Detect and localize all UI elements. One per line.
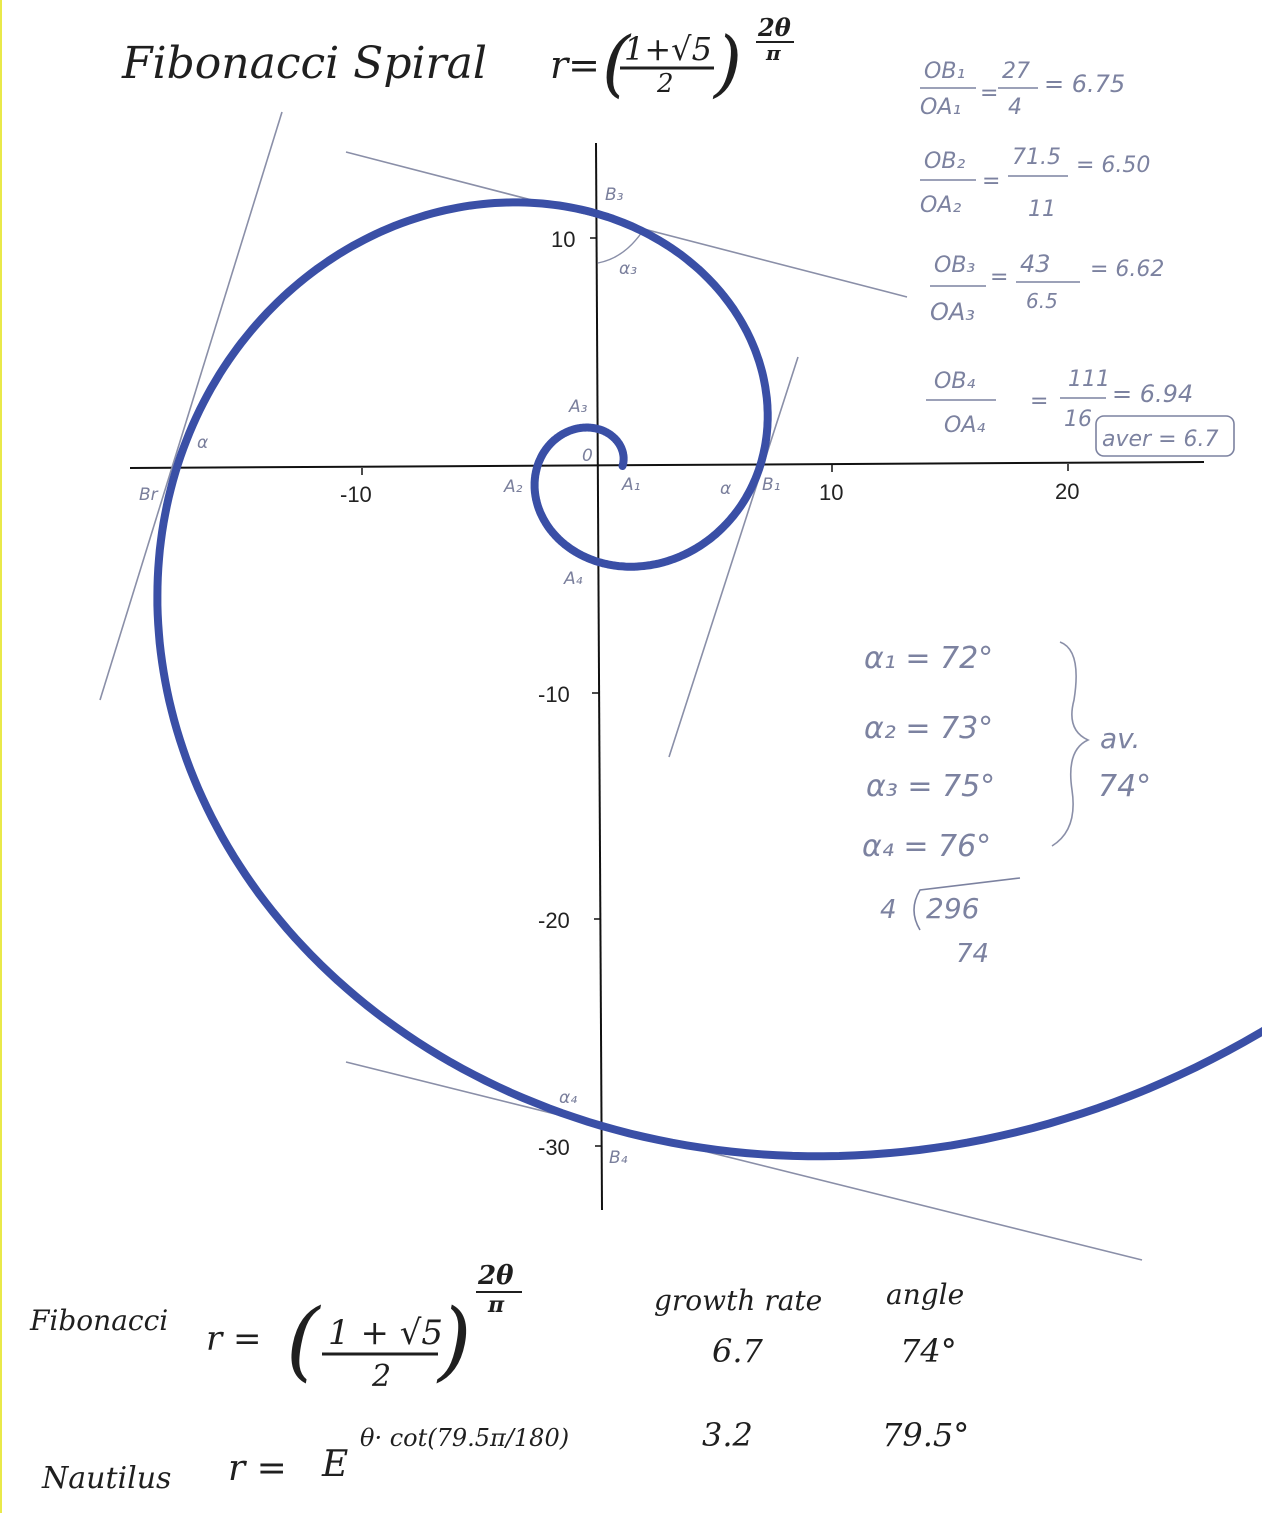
- ratio-4-rhs-den: 16: [1064, 407, 1092, 432]
- tangent-line-b1: [668, 356, 799, 758]
- ratio-average-box: [1095, 415, 1235, 457]
- title-base-den: 2: [656, 69, 674, 99]
- label-alpha1: α: [720, 479, 731, 499]
- ratio-3-rhs-den: 6.5: [1026, 289, 1058, 313]
- angle-average-value: 74°: [1098, 769, 1151, 804]
- tangent-line-b2: [99, 111, 283, 701]
- label-b4: B₄: [609, 1148, 628, 1168]
- division-divisor: 4: [880, 895, 897, 925]
- label-b1: B₁: [762, 475, 780, 495]
- x-axis: [129, 461, 1205, 469]
- nautilus-name: Nautilus: [41, 1461, 171, 1496]
- fibonacci-spiral-curve: [153, 198, 1262, 1161]
- ratio-3-lhs-den: OA₃: [930, 298, 975, 326]
- division-quotient: 74: [956, 939, 989, 969]
- ratio-1-lhs-den: OA₁: [920, 95, 961, 120]
- nautilus-growth: 3.2: [702, 1416, 753, 1454]
- ratio-3-rhs-num: 43: [1020, 250, 1051, 278]
- ratio-3: OB₃ OA₃ = 43 6.5 = 6.62: [930, 250, 1164, 326]
- y-tick-minus30: -30: [538, 1135, 570, 1160]
- label-origin: 0: [582, 446, 593, 466]
- angle-arc-alpha3: [597, 231, 643, 264]
- y-tick-10: 10: [551, 227, 575, 252]
- ratio-2-lhs-den: OA₂: [920, 193, 961, 218]
- ratio-2-rhs-den: 11: [1028, 197, 1056, 222]
- ratio-4-lhs-num: OB₄: [934, 369, 975, 394]
- angle-average-label: av.: [1100, 722, 1140, 755]
- label-b3: B₃: [605, 185, 624, 205]
- fibonacci-name: Fibonacci: [29, 1304, 168, 1337]
- fibonacci-base-num: 1 + √5: [328, 1313, 443, 1353]
- division-dividend: 296: [926, 892, 979, 925]
- ratio-4-result: = 6.94: [1112, 380, 1193, 408]
- angle-1: α₁ = 72°: [864, 641, 993, 676]
- ratio-4: OB₄ OA₄ = 111 16 = 6.94: [926, 367, 1193, 438]
- label-a4: A₄: [563, 569, 583, 589]
- y-axis: [595, 142, 603, 1211]
- angle-4: α₄ = 76°: [862, 829, 991, 864]
- ratio-1-lhs-num: OB₁: [924, 59, 965, 84]
- x-tick-minus10: -10: [340, 482, 372, 507]
- angle-2: α₂ = 73°: [864, 711, 993, 746]
- ratio-3-result: = 6.62: [1090, 257, 1164, 282]
- fibonacci-growth: 6.7: [712, 1332, 764, 1370]
- label-b2: Br: [139, 485, 159, 505]
- fibonacci-exp-den: π: [487, 1292, 505, 1318]
- equals-sign: =: [990, 265, 1008, 290]
- x-tick-10: 10: [819, 480, 843, 505]
- title-name: Fibonacci Spiral: [121, 38, 487, 89]
- title-paren-left: (: [602, 21, 632, 105]
- ratio-1: OB₁ OA₁ = 27 4 = 6.75: [920, 59, 1125, 120]
- ratio-3-lhs-num: OB₃: [934, 253, 975, 278]
- angle-list: α₁ = 72° α₂ = 73° α₃ = 75° α₄ = 76° av. …: [862, 641, 1151, 969]
- tangent-line-b4: [345, 1061, 1143, 1261]
- ratio-2-lhs-num: OB₂: [924, 149, 965, 174]
- y-tick-minus10: -10: [538, 682, 570, 707]
- nautilus-lhs: r =: [228, 1448, 287, 1489]
- equals-sign: =: [980, 81, 998, 106]
- angle-3: α₃ = 75°: [866, 769, 995, 804]
- nautilus-angle: 79.5°: [882, 1416, 969, 1454]
- col-growth-header: growth rate: [654, 1284, 822, 1317]
- ratio-1-rhs-den: 4: [1008, 95, 1022, 120]
- ratio-2-result: = 6.50: [1076, 153, 1150, 178]
- title-paren-right: ): [712, 21, 742, 105]
- comparison-table: growth rate angle Fibonacci r = ( 1 + √5…: [29, 1261, 969, 1496]
- fibonacci-base-den: 2: [371, 1359, 391, 1394]
- equals-sign: =: [1030, 389, 1048, 414]
- ratio-4-lhs-den: OA₄: [944, 413, 985, 438]
- ratio-list: OB₁ OA₁ = 27 4 = 6.75 OB₂ OA₂ = 71.5 11 …: [920, 59, 1235, 457]
- label-a2: A₂: [503, 477, 523, 497]
- nautilus-base: E: [321, 1444, 348, 1485]
- fibonacci-paren-left: (: [286, 1291, 322, 1391]
- angle-brace: [1051, 641, 1090, 847]
- title-base-num: 1+√5: [624, 30, 712, 68]
- label-alpha3: α₃: [619, 259, 637, 279]
- ratio-1-result: = 6.75: [1044, 70, 1125, 98]
- nautilus-exponent: θ· cot(79.5π/180): [360, 1424, 569, 1452]
- fibonacci-angle: 74°: [900, 1332, 957, 1370]
- title-exp-num: 2θ: [757, 13, 791, 42]
- fibonacci-paren-right: ): [436, 1291, 472, 1391]
- title-exp-den: π: [765, 41, 781, 65]
- fibonacci-lhs: r =: [206, 1319, 262, 1359]
- ratio-average: aver = 6.7: [1102, 427, 1219, 452]
- ratio-2-rhs-num: 71.5: [1012, 145, 1061, 170]
- equals-sign: =: [982, 169, 1000, 194]
- ratio-2: OB₂ OA₂ = 71.5 11 = 6.50: [920, 145, 1150, 222]
- ratio-1-rhs-num: 27: [1002, 59, 1030, 84]
- col-angle-header: angle: [886, 1278, 964, 1311]
- title-lhs: r=: [550, 43, 600, 87]
- fibonacci-exp-num: 2θ: [477, 1261, 514, 1291]
- x-tick-20: 20: [1055, 479, 1079, 504]
- division-bracket: [913, 877, 1021, 931]
- y-tick-minus20: -20: [538, 908, 570, 933]
- ratio-4-rhs-num: 111: [1068, 367, 1110, 392]
- label-a1: A₁: [621, 475, 640, 495]
- label-alpha2: α: [197, 433, 208, 453]
- label-alpha4: α₄: [559, 1088, 577, 1108]
- label-a3: A₃: [568, 397, 588, 417]
